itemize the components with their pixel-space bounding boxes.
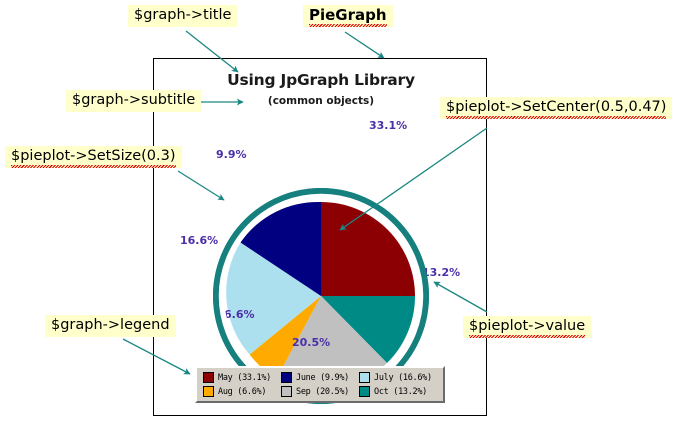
arrow-piegraph [344, 31, 385, 59]
pie-value-july: 16.6% [180, 234, 219, 247]
annotation-graph-legend-text: $graph->legend [51, 317, 170, 333]
annotation-pieplot-setsize: $pieplot->SetSize(0.3) [5, 146, 182, 168]
legend-item-aug: Aug (6.6%) [203, 386, 281, 397]
annotation-pieplot-setcenter-text: $pieplot->SetCenter(0.5,0.47) [446, 99, 667, 119]
graph-subtitle: (common objects) [267, 95, 375, 107]
legend-row: May (33.1%) June (9.9%) July (16.6%) [203, 372, 437, 383]
legend-swatch-july [359, 372, 370, 383]
pie-value-june: 9.9% [216, 148, 247, 161]
legend-swatch-sep [281, 386, 292, 397]
legend-swatch-may [203, 372, 214, 383]
legend-label-july: July (16.6%) [374, 372, 432, 383]
annotation-graph-title: $graph->title [128, 5, 238, 27]
annotation-graph-subtitle-text: $graph->subtitle [72, 92, 196, 108]
annotation-graph-subtitle: $graph->subtitle [66, 90, 202, 112]
annotation-piegraph-text: PieGraph [309, 6, 387, 28]
graph-frame: Using JpGraph Library (common objects) [153, 58, 487, 416]
legend-swatch-aug [203, 386, 214, 397]
pie-value-oct: 13.2% [422, 266, 461, 279]
annotation-piegraph: PieGraph [303, 5, 393, 28]
legend-swatch-oct [359, 386, 370, 397]
pie-slice-may [321, 202, 415, 296]
annotation-pieplot-value-text: $pieplot->value [469, 318, 586, 338]
legend-label-sep: Sep (20.5%) [296, 386, 349, 397]
pie-value-may: 33.1% [369, 119, 408, 132]
legend-item-july: July (16.6%) [359, 372, 437, 383]
legend-item-oct: Oct (13.2%) [359, 386, 437, 397]
pie-value-sep: 20.5% [292, 336, 331, 349]
pie-value-aug: 6.6% [224, 308, 255, 321]
legend-item-june: June (9.9%) [281, 372, 359, 383]
legend-label-may: May (33.1%) [218, 372, 271, 383]
legend-item-may: May (33.1%) [203, 372, 281, 383]
annotation-pieplot-setsize-text: $pieplot->SetSize(0.3) [11, 148, 176, 168]
graph-title: Using JpGraph Library [227, 71, 415, 89]
legend-item-sep: Sep (20.5%) [281, 386, 359, 397]
legend-label-oct: Oct (13.2%) [374, 386, 427, 397]
annotation-graph-title-text: $graph->title [134, 7, 232, 23]
legend-swatch-june [281, 372, 292, 383]
annotation-pieplot-value: $pieplot->value [463, 316, 592, 338]
legend: May (33.1%) June (9.9%) July (16.6%) Aug… [195, 366, 445, 403]
legend-row: Aug (6.6%) Sep (20.5%) Oct (13.2%) [203, 386, 437, 397]
annotation-pieplot-setcenter: $pieplot->SetCenter(0.5,0.47) [440, 97, 673, 119]
annotation-graph-legend: $graph->legend [45, 315, 176, 337]
legend-label-aug: Aug (6.6%) [218, 386, 267, 397]
legend-label-june: June (9.9%) [296, 372, 349, 383]
